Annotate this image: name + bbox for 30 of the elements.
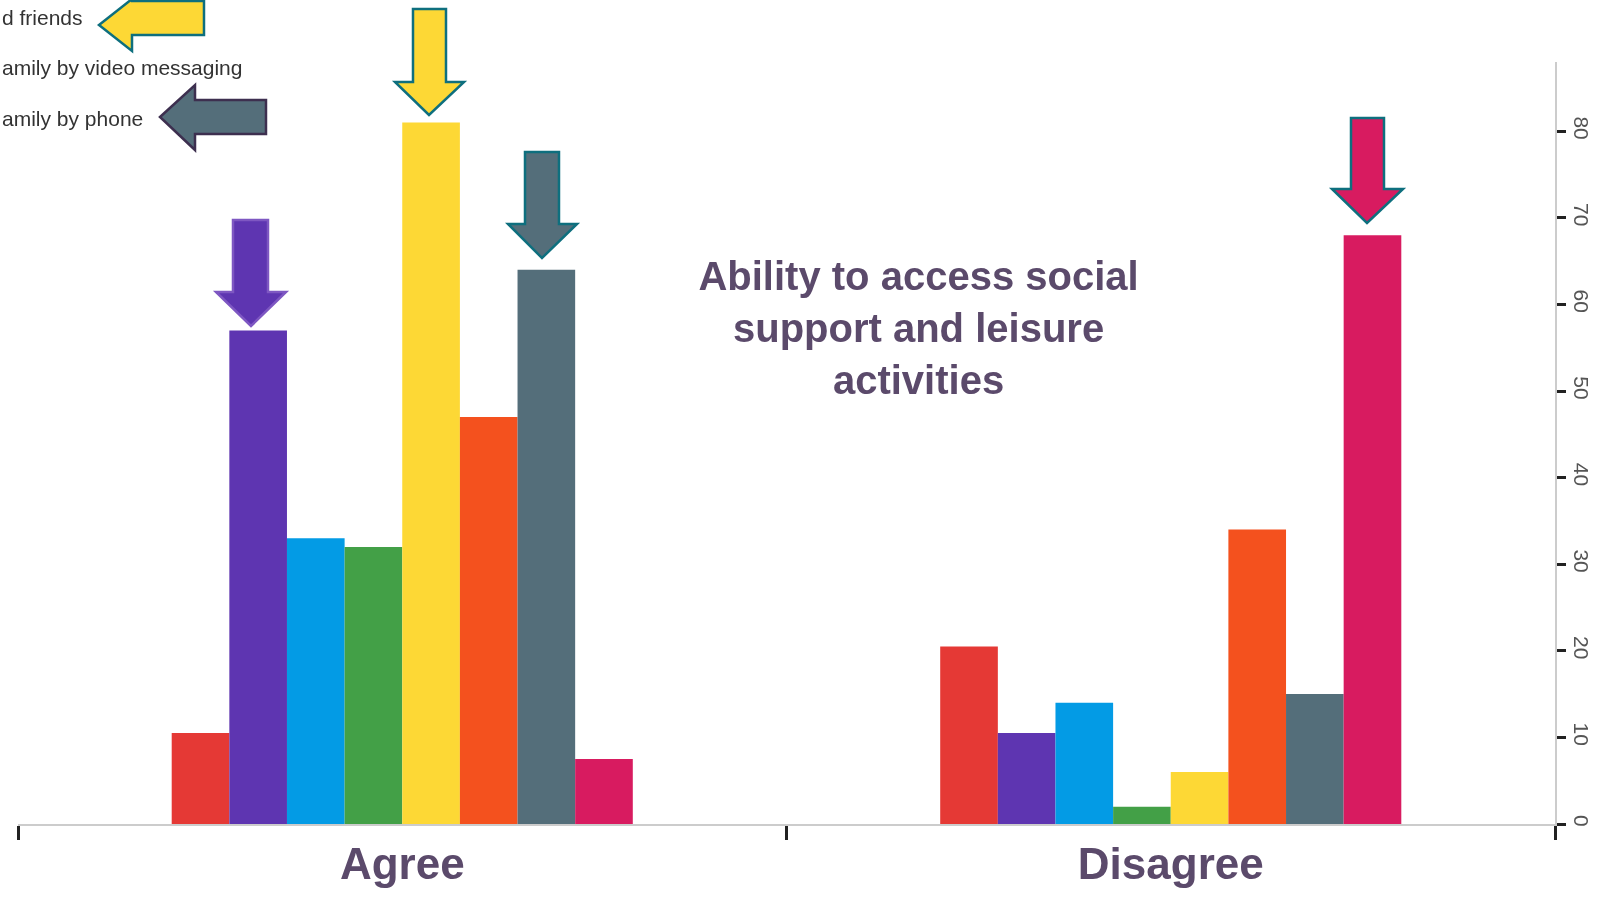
annotation: amily by phone bbox=[2, 107, 144, 130]
y-tick-label: 50 bbox=[1570, 376, 1594, 400]
bar bbox=[1286, 694, 1344, 824]
bar bbox=[1113, 806, 1171, 824]
y-tick-label: 60 bbox=[1570, 289, 1594, 313]
text: d friends bbox=[2, 6, 83, 29]
y-tick-label: 30 bbox=[1570, 549, 1594, 573]
bar bbox=[171, 733, 230, 824]
y-tick-label: 70 bbox=[1570, 203, 1594, 227]
x-tick-label: Agree bbox=[339, 838, 465, 888]
y-tick-label: 40 bbox=[1570, 462, 1594, 487]
bar bbox=[940, 646, 998, 824]
bar bbox=[575, 759, 633, 824]
x-tick-label: Disagree bbox=[1077, 838, 1264, 888]
bar bbox=[1170, 772, 1229, 824]
y-tick-label: 80 bbox=[1570, 116, 1594, 140]
bar bbox=[1228, 529, 1287, 824]
bar bbox=[1343, 235, 1402, 824]
bar bbox=[344, 546, 403, 824]
y-tick-label: 20 bbox=[1570, 635, 1594, 660]
bar bbox=[517, 269, 576, 824]
y-tick-label: 0 bbox=[1570, 815, 1594, 827]
bar bbox=[997, 733, 1056, 824]
bar bbox=[1055, 702, 1114, 824]
y-tick-label: 10 bbox=[1570, 722, 1594, 746]
text: Ability to access social support and leisure activities bbox=[698, 254, 1139, 402]
bar bbox=[402, 122, 460, 824]
annotation: amily by video messaging bbox=[2, 56, 243, 79]
bar bbox=[459, 417, 518, 824]
bar bbox=[286, 538, 345, 824]
